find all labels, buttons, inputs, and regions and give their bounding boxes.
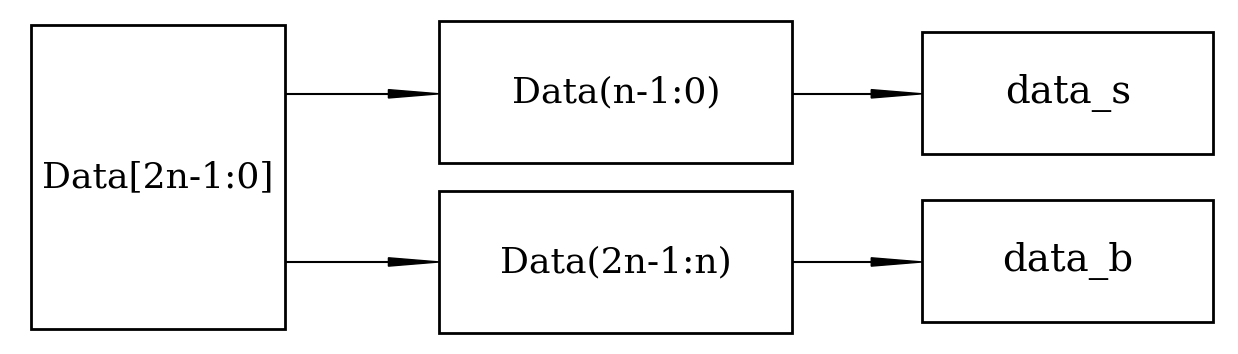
Bar (922, 200, 1213, 322)
Text: data_b: data_b (1003, 242, 1133, 280)
Bar (31, 25, 285, 329)
Text: Data(n-1:0): Data(n-1:0) (511, 75, 721, 109)
Text: Data[2n-1:0]: Data[2n-1:0] (42, 160, 274, 194)
Polygon shape (389, 258, 439, 266)
Text: data_s: data_s (1005, 74, 1130, 112)
Polygon shape (872, 258, 922, 266)
Polygon shape (389, 90, 439, 98)
Bar (922, 32, 1213, 154)
Bar (439, 21, 792, 163)
Polygon shape (872, 90, 922, 98)
Bar (439, 191, 792, 333)
Text: Data(2n-1:n): Data(2n-1:n) (500, 245, 732, 279)
